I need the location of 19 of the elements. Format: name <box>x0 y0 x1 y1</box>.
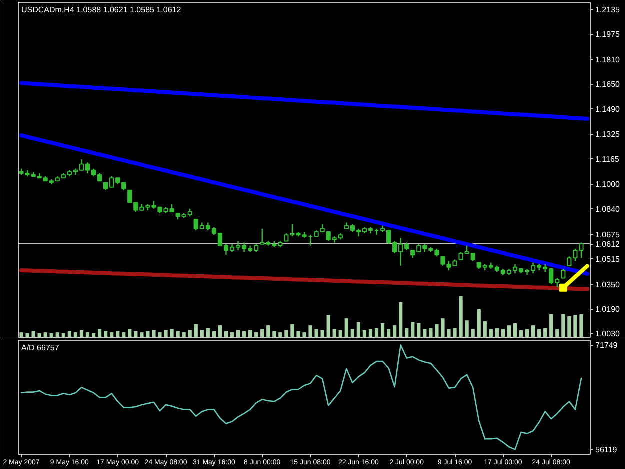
y-tick-label: 1.0515 <box>596 254 621 264</box>
y-tick-label: 71749 <box>596 341 618 350</box>
y-tick-label: 1.1490 <box>596 104 621 114</box>
chart-title: USDCADm,H4 1.0588 1.0621 1.0585 1.0612 <box>22 6 182 14</box>
ref-line-label: 1.0612 <box>596 240 621 250</box>
y-tick-label: 1.1975 <box>596 30 621 40</box>
y-tick-label: 56119 <box>596 446 618 455</box>
y-tick-label: 1.1325 <box>596 130 621 140</box>
y-tick-label: 1.1810 <box>596 55 621 64</box>
y-tick-label: 1.0190 <box>596 305 621 314</box>
y-tick-label: 1.1000 <box>596 180 621 190</box>
y-tick-label: 1.1165 <box>596 154 620 164</box>
y-tick-label: 1.0840 <box>596 204 621 214</box>
y-tick-label: 1.0350 <box>596 280 621 290</box>
chart-title: A/D 66757 <box>22 344 60 352</box>
y-tick-label: 1.1650 <box>596 80 621 90</box>
y-tick-label: 1.0030 <box>596 330 621 339</box>
y-tick-label: 1.0675 <box>596 230 621 240</box>
y-tick-label: 1.2135 <box>596 5 621 14</box>
